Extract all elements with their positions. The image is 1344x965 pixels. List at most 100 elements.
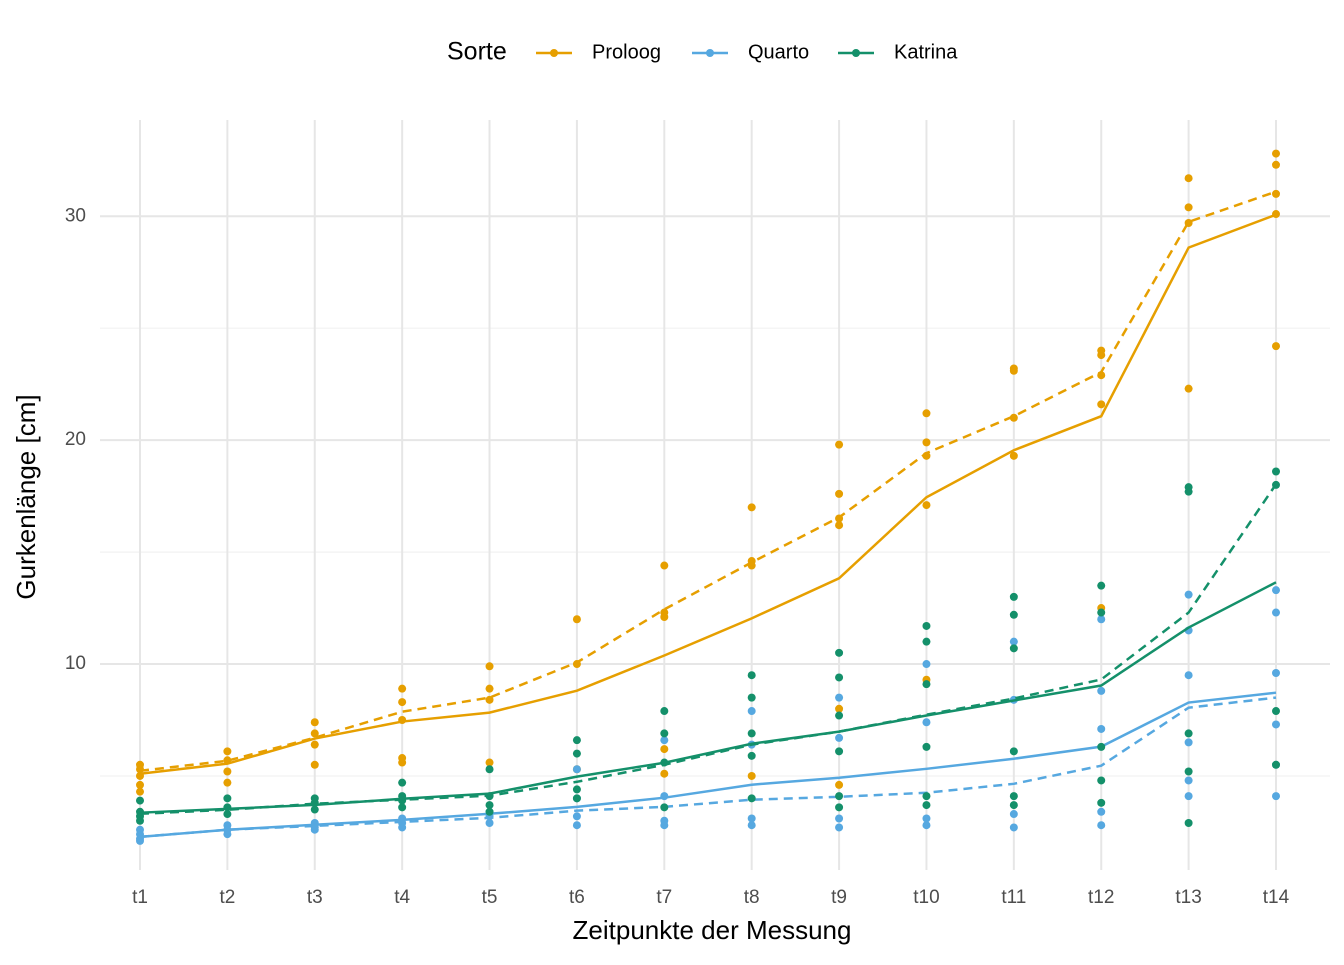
data-point [1009,810,1018,819]
data-point [223,794,232,803]
data-point [485,792,494,801]
data-point [223,778,232,787]
data-point [572,660,581,669]
data-point [310,740,319,749]
data-point [747,751,756,760]
x-tick-label: t13 [1175,887,1201,908]
data-point [572,812,581,821]
series-line [139,581,1277,814]
data-point [922,792,931,801]
data-point [747,729,756,738]
data-point [1097,724,1106,733]
data-point [1272,720,1280,729]
legend-label: Quarto [748,41,809,63]
data-point [835,693,844,702]
legend-title: Sorte [447,38,507,66]
data-point [835,704,844,713]
data-point [835,780,844,789]
data-point [223,830,232,839]
y-axis-title: Gurkenlänge [cm] [11,394,41,599]
data-point [660,769,669,778]
series-line-dashed [139,190,1277,773]
data-point [660,736,669,745]
grid [100,120,1330,870]
legend-swatch-dot [852,49,860,57]
data-point [747,771,756,780]
lines [136,149,1280,845]
data-point [1272,210,1280,219]
data-point [1184,487,1193,496]
y-tick-label: 10 [65,653,86,674]
data-point [747,794,756,803]
x-tick-label: t7 [656,887,672,908]
data-point [1097,776,1106,785]
data-point [1272,707,1280,716]
data-point [1272,760,1280,769]
data-point [835,814,844,823]
data-point [310,729,319,738]
data-point [136,780,144,789]
data-point [1184,818,1193,827]
data-point [485,818,494,827]
data-point [660,613,669,622]
data-point [398,823,407,832]
data-point [1009,610,1018,619]
data-point [922,409,931,418]
data-point [485,801,494,810]
data-point [485,758,494,767]
data-point [1184,729,1193,738]
x-tick-label: t6 [569,887,585,908]
series-line-dashed [139,483,1278,816]
data-point [1184,218,1193,227]
data-point [1184,174,1193,183]
data-point [1272,668,1280,677]
data-point [1009,823,1018,832]
data-point [1272,467,1280,476]
data-point [660,821,669,830]
data-point [922,637,931,646]
data-point [922,801,931,810]
data-point [485,807,494,816]
data-point [1184,590,1193,599]
data-point [922,451,931,460]
data-point [1097,798,1106,807]
data-point [747,503,756,512]
data-point [398,684,407,693]
data-point [1009,792,1018,801]
data-point [398,698,407,707]
data-point [485,765,494,774]
data-point [835,648,844,657]
data-point [1272,189,1280,198]
data-point [398,716,407,724]
data-point [223,810,232,819]
data-point [1272,480,1280,489]
data-point [310,825,319,834]
data-point [398,803,407,812]
data-point [1097,608,1106,617]
data-point [922,621,931,630]
data-point [835,823,844,832]
data-point [835,747,844,756]
data-point [485,684,494,693]
data-point [136,796,144,805]
data-point [1272,586,1280,595]
data-point [835,673,844,682]
data-point [310,718,319,727]
data-point [1097,371,1106,380]
x-tick-label: t10 [913,887,939,908]
data-point [747,707,756,716]
data-point [398,778,407,787]
data-point [835,792,844,801]
data-point [660,803,669,812]
data-point [136,765,144,774]
data-point [922,501,931,510]
data-point [223,803,232,812]
data-point [136,816,144,825]
data-point [1009,366,1018,375]
data-point [398,758,407,767]
data-point [1009,801,1018,810]
x-tick-label: t5 [482,887,498,908]
data-point [485,662,494,671]
